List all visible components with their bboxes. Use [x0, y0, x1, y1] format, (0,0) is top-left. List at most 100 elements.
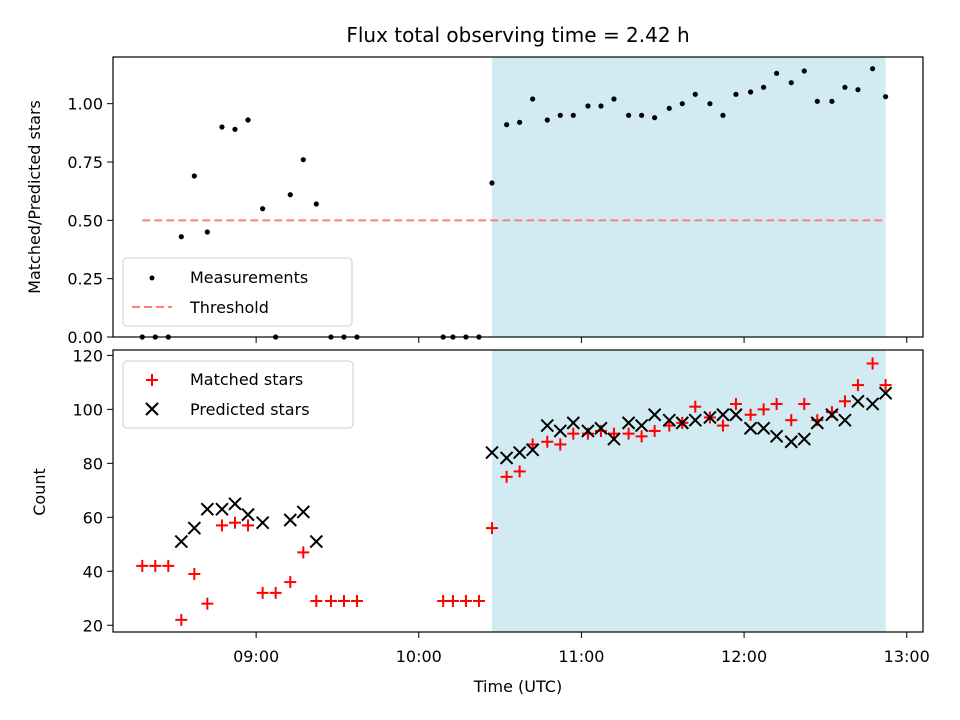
matched-point	[729, 397, 742, 410]
predicted-point	[241, 507, 255, 522]
predicted-point	[540, 418, 554, 433]
measurement-point	[313, 201, 319, 207]
bottom-y-axis-label: Count	[30, 468, 49, 516]
matched-point	[269, 586, 282, 599]
predicted-point-b	[810, 416, 824, 430]
matched-point	[866, 357, 879, 370]
matched-point	[770, 397, 783, 410]
predicted-point-b	[241, 507, 255, 522]
legend-measurements-marker	[149, 275, 155, 281]
measurement-point	[639, 112, 645, 118]
measurement-point	[260, 206, 266, 212]
predicted-point	[675, 416, 689, 430]
predicted-point-b	[662, 413, 676, 427]
top-axes-frame	[112, 56, 924, 338]
bottom-span-rect	[491, 350, 886, 632]
matched-point	[689, 400, 702, 413]
predicted-point	[594, 421, 608, 435]
predicted-point	[607, 432, 621, 446]
measurement-point	[666, 105, 672, 111]
predicted-point	[810, 416, 824, 430]
measurement-point	[774, 70, 780, 76]
bottom-data-marks	[136, 357, 893, 626]
predicted-point	[228, 497, 242, 511]
predicted-point	[485, 445, 499, 460]
chart-title: Flux total observing time = 2.42 h	[346, 23, 689, 47]
measurement-point	[882, 94, 889, 100]
predicted-point-b	[594, 421, 608, 435]
measurement-point	[598, 103, 604, 109]
predicted-point	[743, 421, 758, 435]
bottom-ytick-label: 80	[83, 454, 103, 473]
matched-point	[485, 522, 498, 535]
measurement-point	[829, 98, 835, 104]
predicted-point-b	[309, 534, 324, 549]
predicted-point	[756, 421, 771, 435]
measurement-point	[517, 119, 523, 125]
predicted-point-b	[607, 432, 621, 446]
measurement-point	[287, 192, 293, 198]
predicted-point-b	[634, 418, 649, 433]
predicted-point	[838, 413, 852, 427]
predicted-point	[769, 429, 784, 444]
predicted-point	[878, 386, 893, 400]
predicted-point-b	[838, 413, 852, 427]
xtick-label: 12:00	[721, 647, 767, 666]
bottom-ytick-label: 40	[83, 562, 103, 581]
measurement-point	[611, 96, 617, 102]
predicted-point-b	[703, 410, 717, 425]
measurement-point	[747, 89, 754, 95]
matched-point	[757, 403, 770, 416]
measurement-point	[869, 66, 876, 72]
top-ytick-label: 0.00	[67, 328, 103, 347]
predicted-point	[729, 408, 743, 422]
predicted-point-b	[797, 432, 811, 446]
predicted-point-b	[566, 416, 581, 430]
predicted-point-b	[878, 386, 893, 400]
matched-point	[215, 519, 228, 532]
top-y-axis-label: Matched/Predicted stars	[25, 100, 44, 294]
measurement-point	[544, 117, 550, 123]
measurement-point	[245, 117, 251, 123]
matched-point	[337, 594, 350, 607]
measurement-point	[232, 126, 238, 132]
predicted-point-b	[255, 516, 270, 530]
predicted-point-b	[851, 394, 865, 408]
predicted-point-b	[512, 445, 527, 460]
predicted-point	[566, 416, 581, 430]
measurement-point	[191, 173, 197, 179]
matched-point	[188, 567, 201, 580]
matched-point	[242, 519, 254, 532]
matched-point	[554, 438, 567, 451]
predicted-point	[296, 505, 311, 519]
matched-point	[716, 419, 729, 432]
matched-point	[324, 594, 337, 607]
legend-threshold-label: Threshold	[189, 298, 269, 317]
predicted-point-b	[499, 451, 514, 465]
top-x-ticks	[255, 337, 908, 343]
predicted-point	[553, 424, 567, 438]
measurement-point	[801, 68, 807, 74]
legend-predicted-marker	[145, 402, 159, 416]
matched-point	[838, 395, 851, 408]
predicted-point-b	[296, 505, 311, 519]
measurement-point	[585, 103, 591, 109]
matched-point	[744, 408, 757, 421]
matched-point	[567, 427, 580, 440]
predicted-point	[309, 534, 324, 549]
predicted-point	[647, 408, 662, 422]
measurement-point	[842, 84, 848, 90]
matched-point	[513, 465, 526, 478]
predicted-point	[174, 534, 189, 549]
predicted-point-b	[756, 421, 771, 435]
predicted-point-b	[769, 429, 784, 444]
predicted-point-b	[825, 408, 839, 422]
predicted-point	[662, 413, 676, 427]
measurement-point	[204, 229, 210, 235]
predicted-point	[215, 502, 229, 516]
measurement-point	[504, 122, 510, 128]
top-legend-box	[122, 257, 353, 327]
matched-point	[228, 516, 241, 529]
measurement-point	[733, 91, 739, 97]
